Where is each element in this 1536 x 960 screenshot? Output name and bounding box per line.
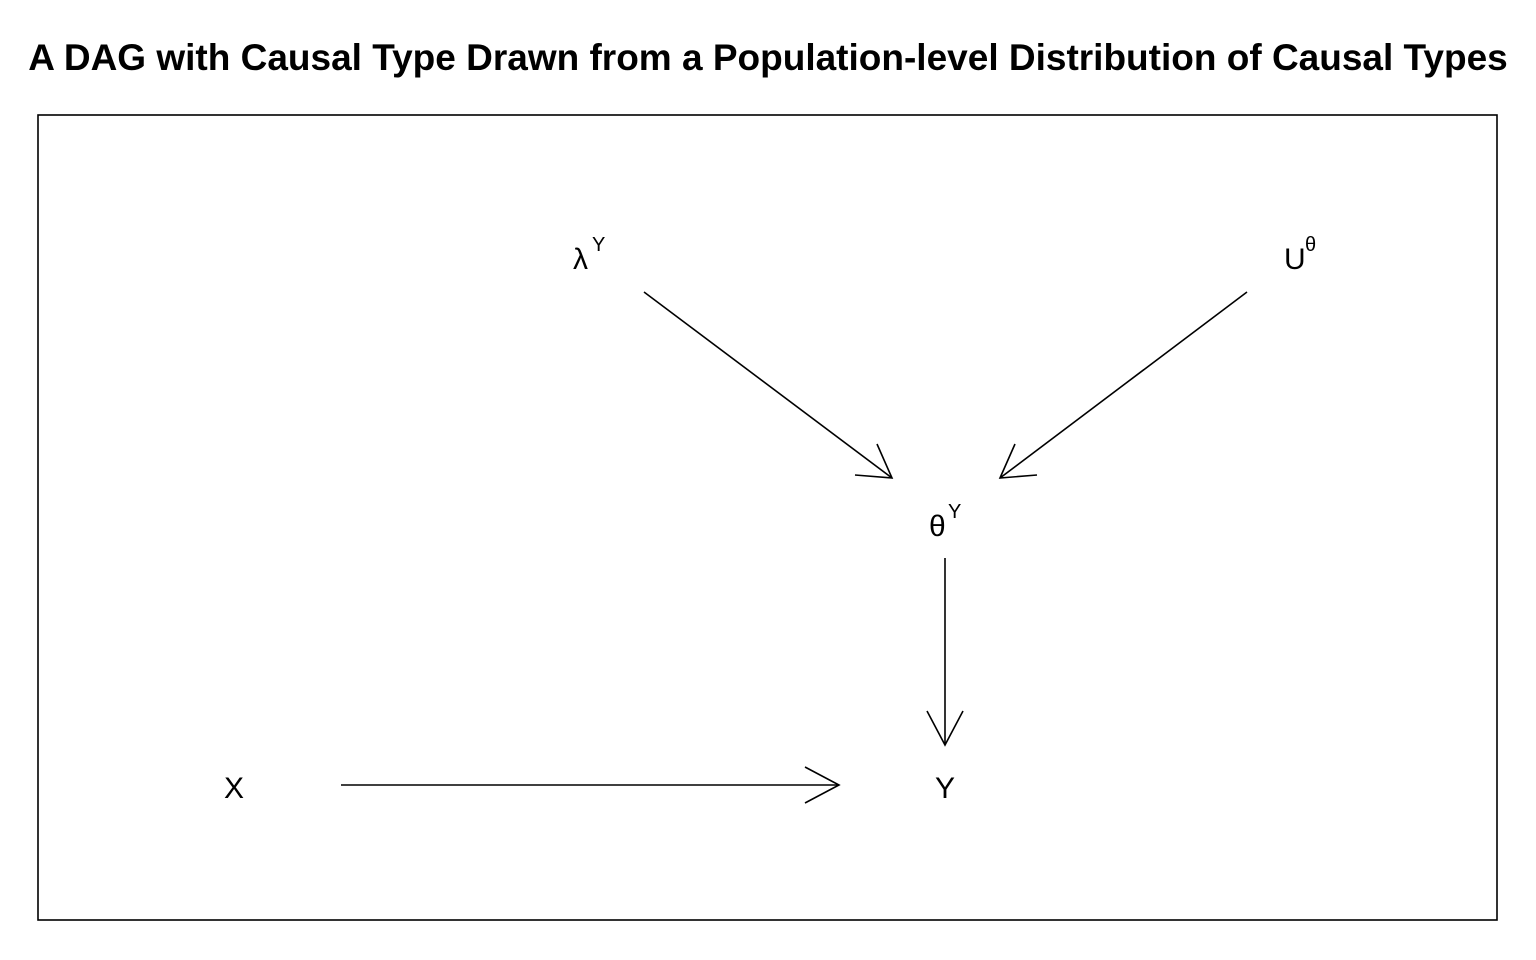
- plot-frame: [37, 114, 1498, 921]
- edge-x-to-y: [341, 766, 841, 804]
- node-u-theta-sup: θ: [1305, 234, 1316, 256]
- node-lambda-y-sup: Y: [592, 234, 605, 256]
- node-theta-y: θ Y: [929, 501, 961, 543]
- edge-lambda-y-to-theta-y: [643, 291, 894, 479]
- node-x: X: [224, 772, 244, 805]
- edge-theta-y-to-y: [926, 558, 964, 747]
- node-u-theta: U θ: [1284, 234, 1316, 276]
- node-lambda-y-base: λ: [573, 243, 588, 276]
- edge-u-theta-to-theta-y: [998, 291, 1248, 479]
- node-theta-y-base: θ: [929, 510, 946, 543]
- node-y: Y: [935, 772, 955, 805]
- node-u-theta-base: U: [1284, 243, 1306, 276]
- node-y-label: Y: [935, 772, 955, 805]
- diagram-title: A DAG with Causal Type Drawn from a Popu…: [28, 37, 1508, 78]
- node-lambda-y: λ Y: [573, 234, 605, 276]
- node-x-label: X: [224, 772, 244, 805]
- node-theta-y-sup: Y: [948, 501, 961, 523]
